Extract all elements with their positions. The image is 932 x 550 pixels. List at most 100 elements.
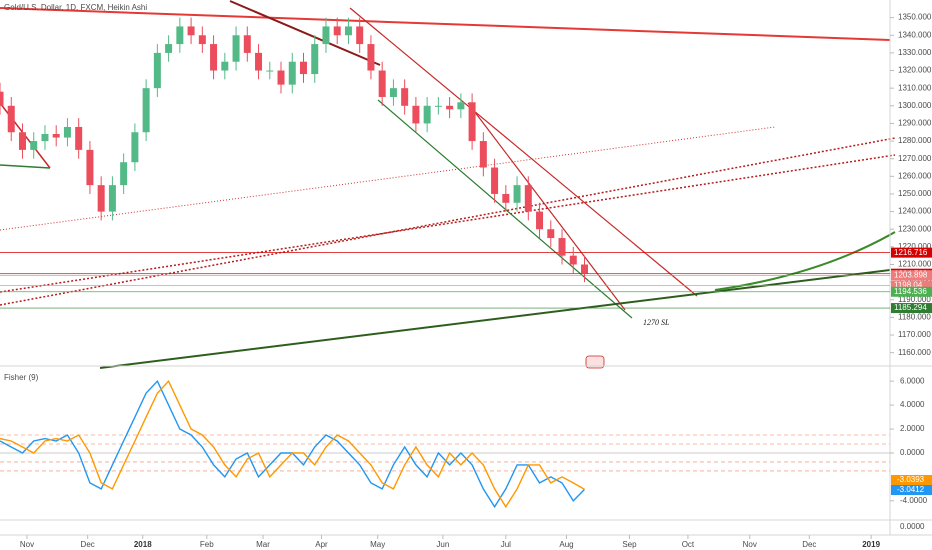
candle-body bbox=[423, 105, 431, 124]
x-tick-label: Jul bbox=[501, 540, 511, 549]
candle-body bbox=[581, 264, 589, 274]
candle-body bbox=[401, 88, 409, 106]
y-tick-label: 1270.000 bbox=[898, 154, 932, 163]
indicator-title: Fisher (9) bbox=[4, 373, 39, 382]
y-tick-label: 1170.000 bbox=[898, 330, 931, 339]
dotted-trendline bbox=[0, 126, 776, 231]
x-tick-label: 2018 bbox=[134, 540, 152, 549]
candle-body bbox=[333, 26, 341, 36]
icon-badge bbox=[585, 355, 605, 369]
trendline bbox=[229, 0, 381, 66]
candle-body bbox=[322, 26, 330, 45]
candle-body bbox=[75, 126, 83, 150]
candle-body bbox=[367, 44, 375, 71]
y-tick-label: 1250.000 bbox=[898, 189, 932, 198]
drawings bbox=[0, 0, 896, 369]
candle-body bbox=[255, 52, 263, 71]
last-value-label: -3.0393 bbox=[897, 475, 925, 484]
x-tick-label: May bbox=[370, 540, 385, 549]
candle-body bbox=[547, 229, 555, 239]
candle-body bbox=[63, 126, 71, 138]
candle-body bbox=[0, 91, 4, 106]
y-tick-label: 1310.000 bbox=[898, 83, 932, 92]
y-tick-label: 0.0000 bbox=[900, 522, 925, 531]
y-tick-label: 1220.000 bbox=[898, 242, 932, 251]
price-label-box bbox=[891, 247, 932, 258]
candle-body bbox=[356, 26, 364, 45]
candle-body bbox=[502, 193, 510, 203]
candle-body bbox=[468, 102, 476, 142]
y-tick-label: 1340.000 bbox=[898, 30, 932, 39]
y-tick-label: 1260.000 bbox=[898, 171, 932, 180]
y-tick-label: 1230.000 bbox=[898, 224, 932, 233]
candle-body bbox=[434, 105, 442, 107]
last-value-box bbox=[891, 475, 932, 485]
candle-body bbox=[221, 61, 229, 71]
y-tick-label: 0.0000 bbox=[900, 448, 925, 457]
candle-body bbox=[52, 134, 60, 138]
price-label: 1203.898 bbox=[894, 270, 928, 279]
x-tick-label: Oct bbox=[682, 540, 695, 549]
chart-title: Gold/U.S. Dollar, 1D, FXCM, Heikin Ashi bbox=[4, 3, 147, 12]
candle-body bbox=[479, 141, 487, 168]
x-tick-label: Aug bbox=[559, 540, 573, 549]
y-tick-label: -4.0000 bbox=[900, 496, 928, 505]
candle-body bbox=[187, 26, 195, 36]
y-tick-label: 1160.000 bbox=[898, 348, 931, 357]
y-tick-label: 4.0000 bbox=[900, 400, 925, 409]
candle-body bbox=[97, 185, 105, 212]
candle-body bbox=[165, 44, 173, 53]
candle-body bbox=[378, 70, 386, 97]
candle-body bbox=[288, 61, 296, 85]
annotation: 1270 SL bbox=[643, 318, 670, 327]
y-tick-label: 1180.000 bbox=[898, 313, 931, 322]
y-tick-label: 1240.000 bbox=[898, 207, 932, 216]
candle-body bbox=[243, 35, 251, 53]
trendline bbox=[99, 269, 891, 369]
y-tick-label: 1210.000 bbox=[898, 260, 932, 269]
candle-body bbox=[277, 70, 285, 85]
candle-body bbox=[108, 185, 116, 212]
last-value-box bbox=[891, 485, 932, 495]
candle-body bbox=[7, 105, 15, 133]
trendline bbox=[377, 99, 633, 319]
x-tick-label: Feb bbox=[200, 540, 214, 549]
candle-body bbox=[513, 185, 521, 203]
candle-body bbox=[131, 132, 139, 163]
candle-body bbox=[41, 134, 49, 142]
price-label-box bbox=[891, 270, 932, 281]
candle-body bbox=[558, 238, 566, 256]
candle-body bbox=[18, 132, 26, 150]
x-tick-label: Nov bbox=[20, 540, 34, 549]
candle-body bbox=[198, 35, 206, 45]
price-label-box bbox=[891, 286, 932, 297]
candle-body bbox=[210, 44, 218, 71]
candle-body bbox=[536, 211, 544, 230]
y-tick-label: 1280.000 bbox=[898, 136, 932, 145]
y-tick-label: 1350.000 bbox=[898, 13, 932, 22]
last-value-label: -3.0412 bbox=[897, 485, 925, 494]
candle-body bbox=[569, 255, 577, 265]
x-tick-label: Nov bbox=[743, 540, 757, 549]
candle-body bbox=[266, 70, 274, 72]
x-tick-label: Apr bbox=[315, 540, 328, 549]
price-label: 1194.536 bbox=[894, 287, 927, 296]
price-label: 1216.716 bbox=[894, 248, 928, 257]
price-label: 1185.294 bbox=[894, 303, 927, 312]
y-tick-label: 2.0000 bbox=[900, 424, 925, 433]
x-tick-label: Jun bbox=[436, 540, 449, 549]
price-label: 1198.04 bbox=[894, 281, 923, 290]
candle-body bbox=[299, 61, 307, 75]
candle-body bbox=[457, 102, 465, 110]
y-tick-label: 1330.000 bbox=[898, 48, 932, 57]
trendline bbox=[0, 164, 51, 169]
candle-body bbox=[153, 52, 161, 89]
trendline bbox=[0, 7, 891, 41]
x-tick-label: Sep bbox=[622, 540, 637, 549]
candle-body bbox=[232, 35, 240, 62]
indicator-line bbox=[0, 379, 585, 509]
y-tick-label: 1300.000 bbox=[898, 101, 932, 110]
price-label-box bbox=[891, 303, 932, 314]
x-tick-label: Dec bbox=[802, 540, 816, 549]
icon bbox=[585, 355, 605, 369]
